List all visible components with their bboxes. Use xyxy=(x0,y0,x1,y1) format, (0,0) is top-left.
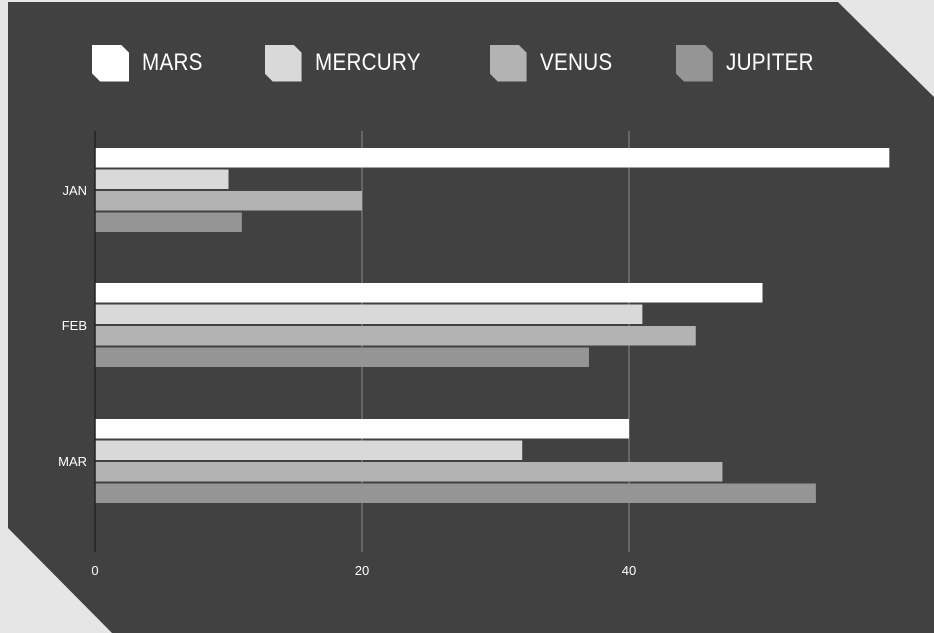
category-label-mar: MAR xyxy=(58,454,87,469)
legend-swatch-mars xyxy=(92,44,129,82)
legend: MARS MERCURY VENUS JUPITER xyxy=(92,44,880,82)
legend-label-jupiter: JUPITER xyxy=(725,49,814,76)
legend-swatch-jupiter xyxy=(675,44,713,82)
legend-item-jupiter: JUPITER xyxy=(675,44,828,82)
category-label-jan: JAN xyxy=(62,183,87,198)
bar-series xyxy=(95,148,890,503)
bar-jan-jupiter xyxy=(95,212,242,232)
x-tick-label-20: 20 xyxy=(355,563,369,578)
bar-jan-venus xyxy=(95,191,362,211)
legend-item-venus: VENUS xyxy=(489,44,624,82)
legend-swatch-mercury xyxy=(264,44,302,82)
bar-jan-mars xyxy=(95,148,890,168)
bar-jan-mercury xyxy=(95,169,229,189)
bar-feb-venus xyxy=(95,326,696,346)
legend-label-mars: MARS xyxy=(142,49,203,76)
bar-mar-venus xyxy=(95,462,723,482)
legend-swatch-venus xyxy=(489,44,527,82)
bar-feb-mercury xyxy=(95,304,643,324)
legend-item-mars: MARS xyxy=(92,44,213,82)
bar-mar-jupiter xyxy=(95,483,816,503)
axes: JAN FEB MAR 0 20 40 xyxy=(58,131,636,578)
bar-mar-mercury xyxy=(95,440,523,460)
legend-label-mercury: MERCURY xyxy=(314,49,421,76)
legend-label-venus: VENUS xyxy=(539,49,612,76)
category-label-feb: FEB xyxy=(62,318,87,333)
bar-feb-mars xyxy=(95,283,763,303)
bar-mar-mars xyxy=(95,419,629,439)
x-tick-label-0: 0 xyxy=(91,563,98,578)
legend-item-mercury: MERCURY xyxy=(264,44,438,82)
bar-feb-jupiter xyxy=(95,347,589,367)
x-tick-label-40: 40 xyxy=(622,563,636,578)
